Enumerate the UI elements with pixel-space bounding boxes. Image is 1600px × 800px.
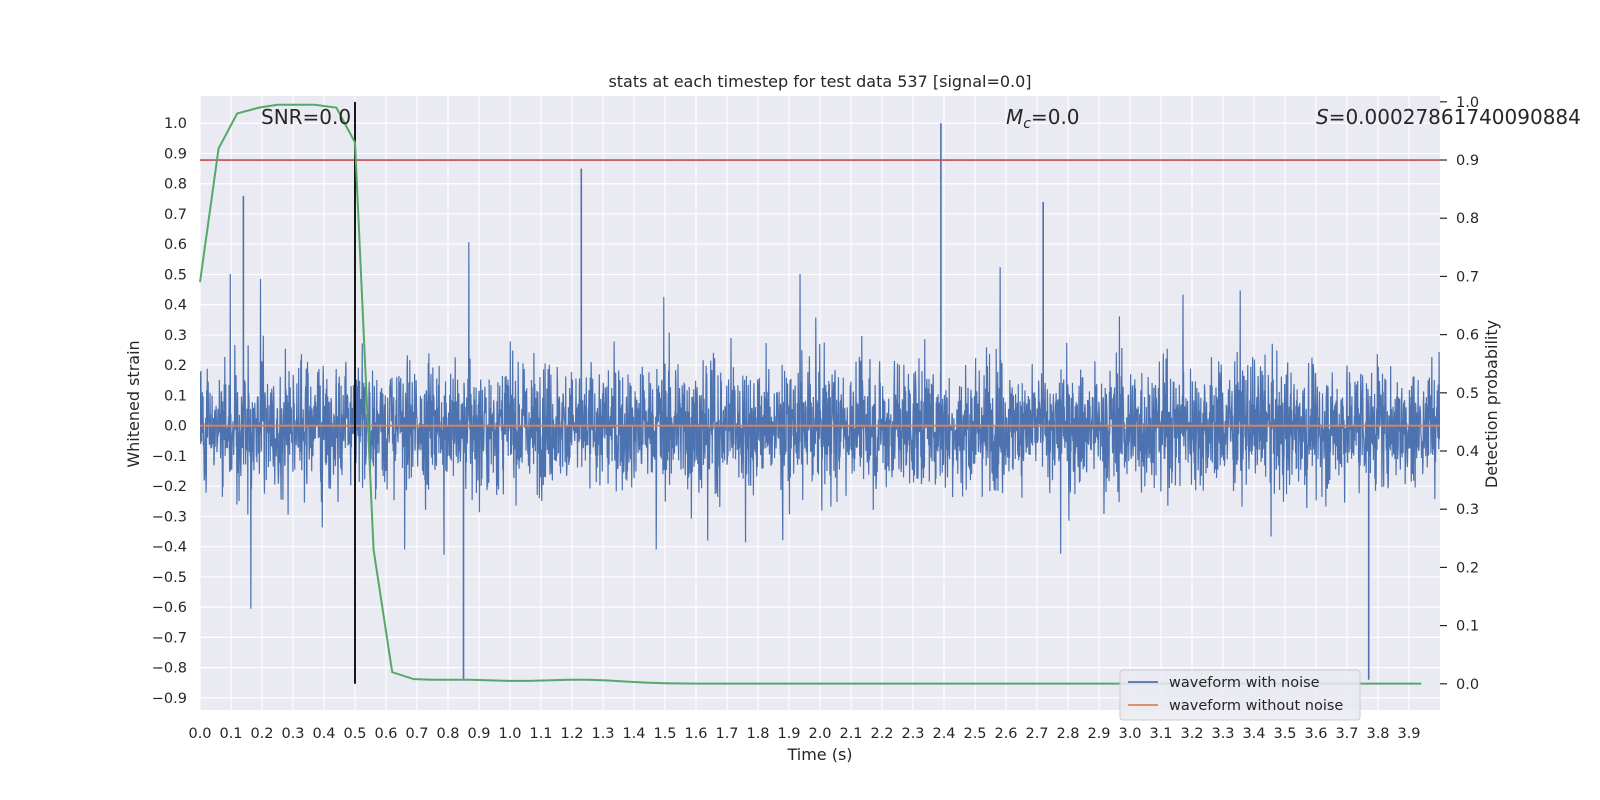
x-tick-label: 0.0 [188,726,211,742]
y-tick-label: −0.3 [152,509,187,525]
y-tick-label: −0.8 [152,661,187,677]
noise-trace [200,242,1440,609]
x-tick-labels: 0.0 0.1 0.2 0.3 0.4 0.5 0.6 0.7 0.8 0.9 1.0 1.1 1.2 1… [188,726,1420,742]
x-tick-label: 3.6 [1304,726,1327,742]
x-tick-label: 0.6 [374,726,397,742]
series-detection-probability [199,103,1422,685]
y2-tick-label: 0.1 [1456,619,1479,635]
y2-tick-label: 0.4 [1456,444,1479,460]
y2-tick-label: 0.0 [1456,677,1479,693]
mc-symbol: M [1006,105,1023,129]
mc-subscript: c [1023,116,1031,132]
y-tick-label: 0.3 [164,328,187,344]
y2-tick-labels: 1.0 0.9 0.8 0.7 0.6 0.5 0.4 0.3 0.2 0.1 0.0 [1440,95,1479,693]
y-tick-label: −0.7 [152,630,187,646]
x-tick-label: 2.1 [839,726,862,742]
y-axis-label: Whitened strain [124,340,143,467]
x-tick-label: 1.0 [498,726,521,742]
x-tick-label: 1.4 [622,726,645,742]
legend-box [1119,669,1361,721]
y-tick-label: 0.1 [164,388,187,404]
x-tick-label: 1.5 [653,726,676,742]
x-tick-label: 1.2 [560,726,583,742]
mc-value: =0.0 [1031,105,1080,129]
x-tick-label: 2.3 [901,726,924,742]
y-tick-label: 0.6 [164,237,187,253]
y-tick-label: 0.7 [164,207,187,223]
x-tick-label: 2.5 [963,726,986,742]
x-tick-label: 1.3 [591,726,614,742]
y2-tick-label: 0.7 [1456,269,1479,285]
y-tick-label: 0.8 [164,177,187,193]
s-annotation: S=0.00027861740090884 [1316,105,1581,129]
y-tick-label: 1.0 [164,116,187,132]
x-tick-label: 3.3 [1211,726,1234,742]
x-tick-label: 2.0 [808,726,831,742]
legend-label-noise: waveform with noise [1169,675,1320,691]
x-tick-label: 2.2 [870,726,893,742]
x-tick-label: 1.9 [777,726,800,742]
y-tick-label: −0.4 [152,540,187,556]
x-tick-label: 3.7 [1335,726,1358,742]
y2-tick-label: 0.5 [1456,386,1479,402]
x-tick-label: 0.5 [343,726,366,742]
chart-title: stats at each timestep for test data 537… [608,72,1031,91]
x-tick-label: 0.7 [405,726,428,742]
legend-label-clean: waveform without noise [1169,698,1343,714]
s-symbol: S [1316,105,1329,129]
x-tick-label: 3.5 [1273,726,1296,742]
y-tick-labels: 1.0 0.9 0.8 0.7 0.6 0.5 0.4 0.3 0.2 0.1 0.0 −0.1 −0.… [152,116,187,707]
x-tick-label: 2.8 [1056,726,1079,742]
x-tick-label: 0.2 [250,726,273,742]
x-tick-label: 2.9 [1087,726,1110,742]
x-tick-label: 1.8 [746,726,769,742]
x-tick-label: 1.7 [715,726,738,742]
x-tick-label: 3.4 [1242,726,1265,742]
y2-tick-label: 0.8 [1456,211,1479,227]
x-tick-label: 3.9 [1397,726,1420,742]
x-tick-label: 3.8 [1366,726,1389,742]
y-tick-label: −0.9 [152,691,187,707]
x-tick-label: 3.1 [1149,726,1172,742]
x-tick-label: 0.9 [467,726,490,742]
x-tick-label: 1.6 [684,726,707,742]
y-tick-label: −0.5 [152,570,187,586]
y2-tick-label: 1.0 [1456,95,1479,111]
y-tick-label: −0.1 [152,449,187,465]
s-value: =0.00027861740090884 [1329,105,1581,129]
x-tick-label: 0.4 [312,726,335,742]
y2-tick-label: 0.9 [1456,153,1479,169]
y-tick-label: 0.2 [164,358,187,374]
x-tick-label: 3.0 [1118,726,1141,742]
y2-tick-label: 0.6 [1456,328,1479,344]
legend: waveform with noise waveform without noi… [1119,669,1361,721]
x-axis-label: Time (s) [786,745,852,764]
y-tick-label: 0.0 [164,419,187,435]
x-tick-label: 1.1 [529,726,552,742]
x-tick-label: 2.4 [932,726,955,742]
mc-annotation: Mc=0.0 [1006,105,1080,132]
x-tick-label: 3.2 [1180,726,1203,742]
y2-tick-label: 0.2 [1456,560,1479,576]
y-tick-label: −0.6 [152,600,187,616]
x-tick-label: 2.6 [994,726,1017,742]
y-tick-label: 0.5 [164,267,187,283]
y-tick-label: −0.2 [152,479,187,495]
snr-annotation: SNR=0.0 [261,105,351,129]
y-tick-label: 0.9 [164,146,187,162]
x-tick-label: 2.7 [1025,726,1048,742]
y2-tick-label: 0.3 [1456,502,1479,518]
series-waveform-with-noise [200,123,1440,680]
grid-y [200,122,1440,699]
y2-axis-label: Detection probability [1482,320,1501,488]
x-tick-label: 0.3 [281,726,304,742]
x-tick-label: 0.8 [436,726,459,742]
y-tick-label: 0.4 [164,298,187,314]
x-tick-label: 0.1 [219,726,242,742]
